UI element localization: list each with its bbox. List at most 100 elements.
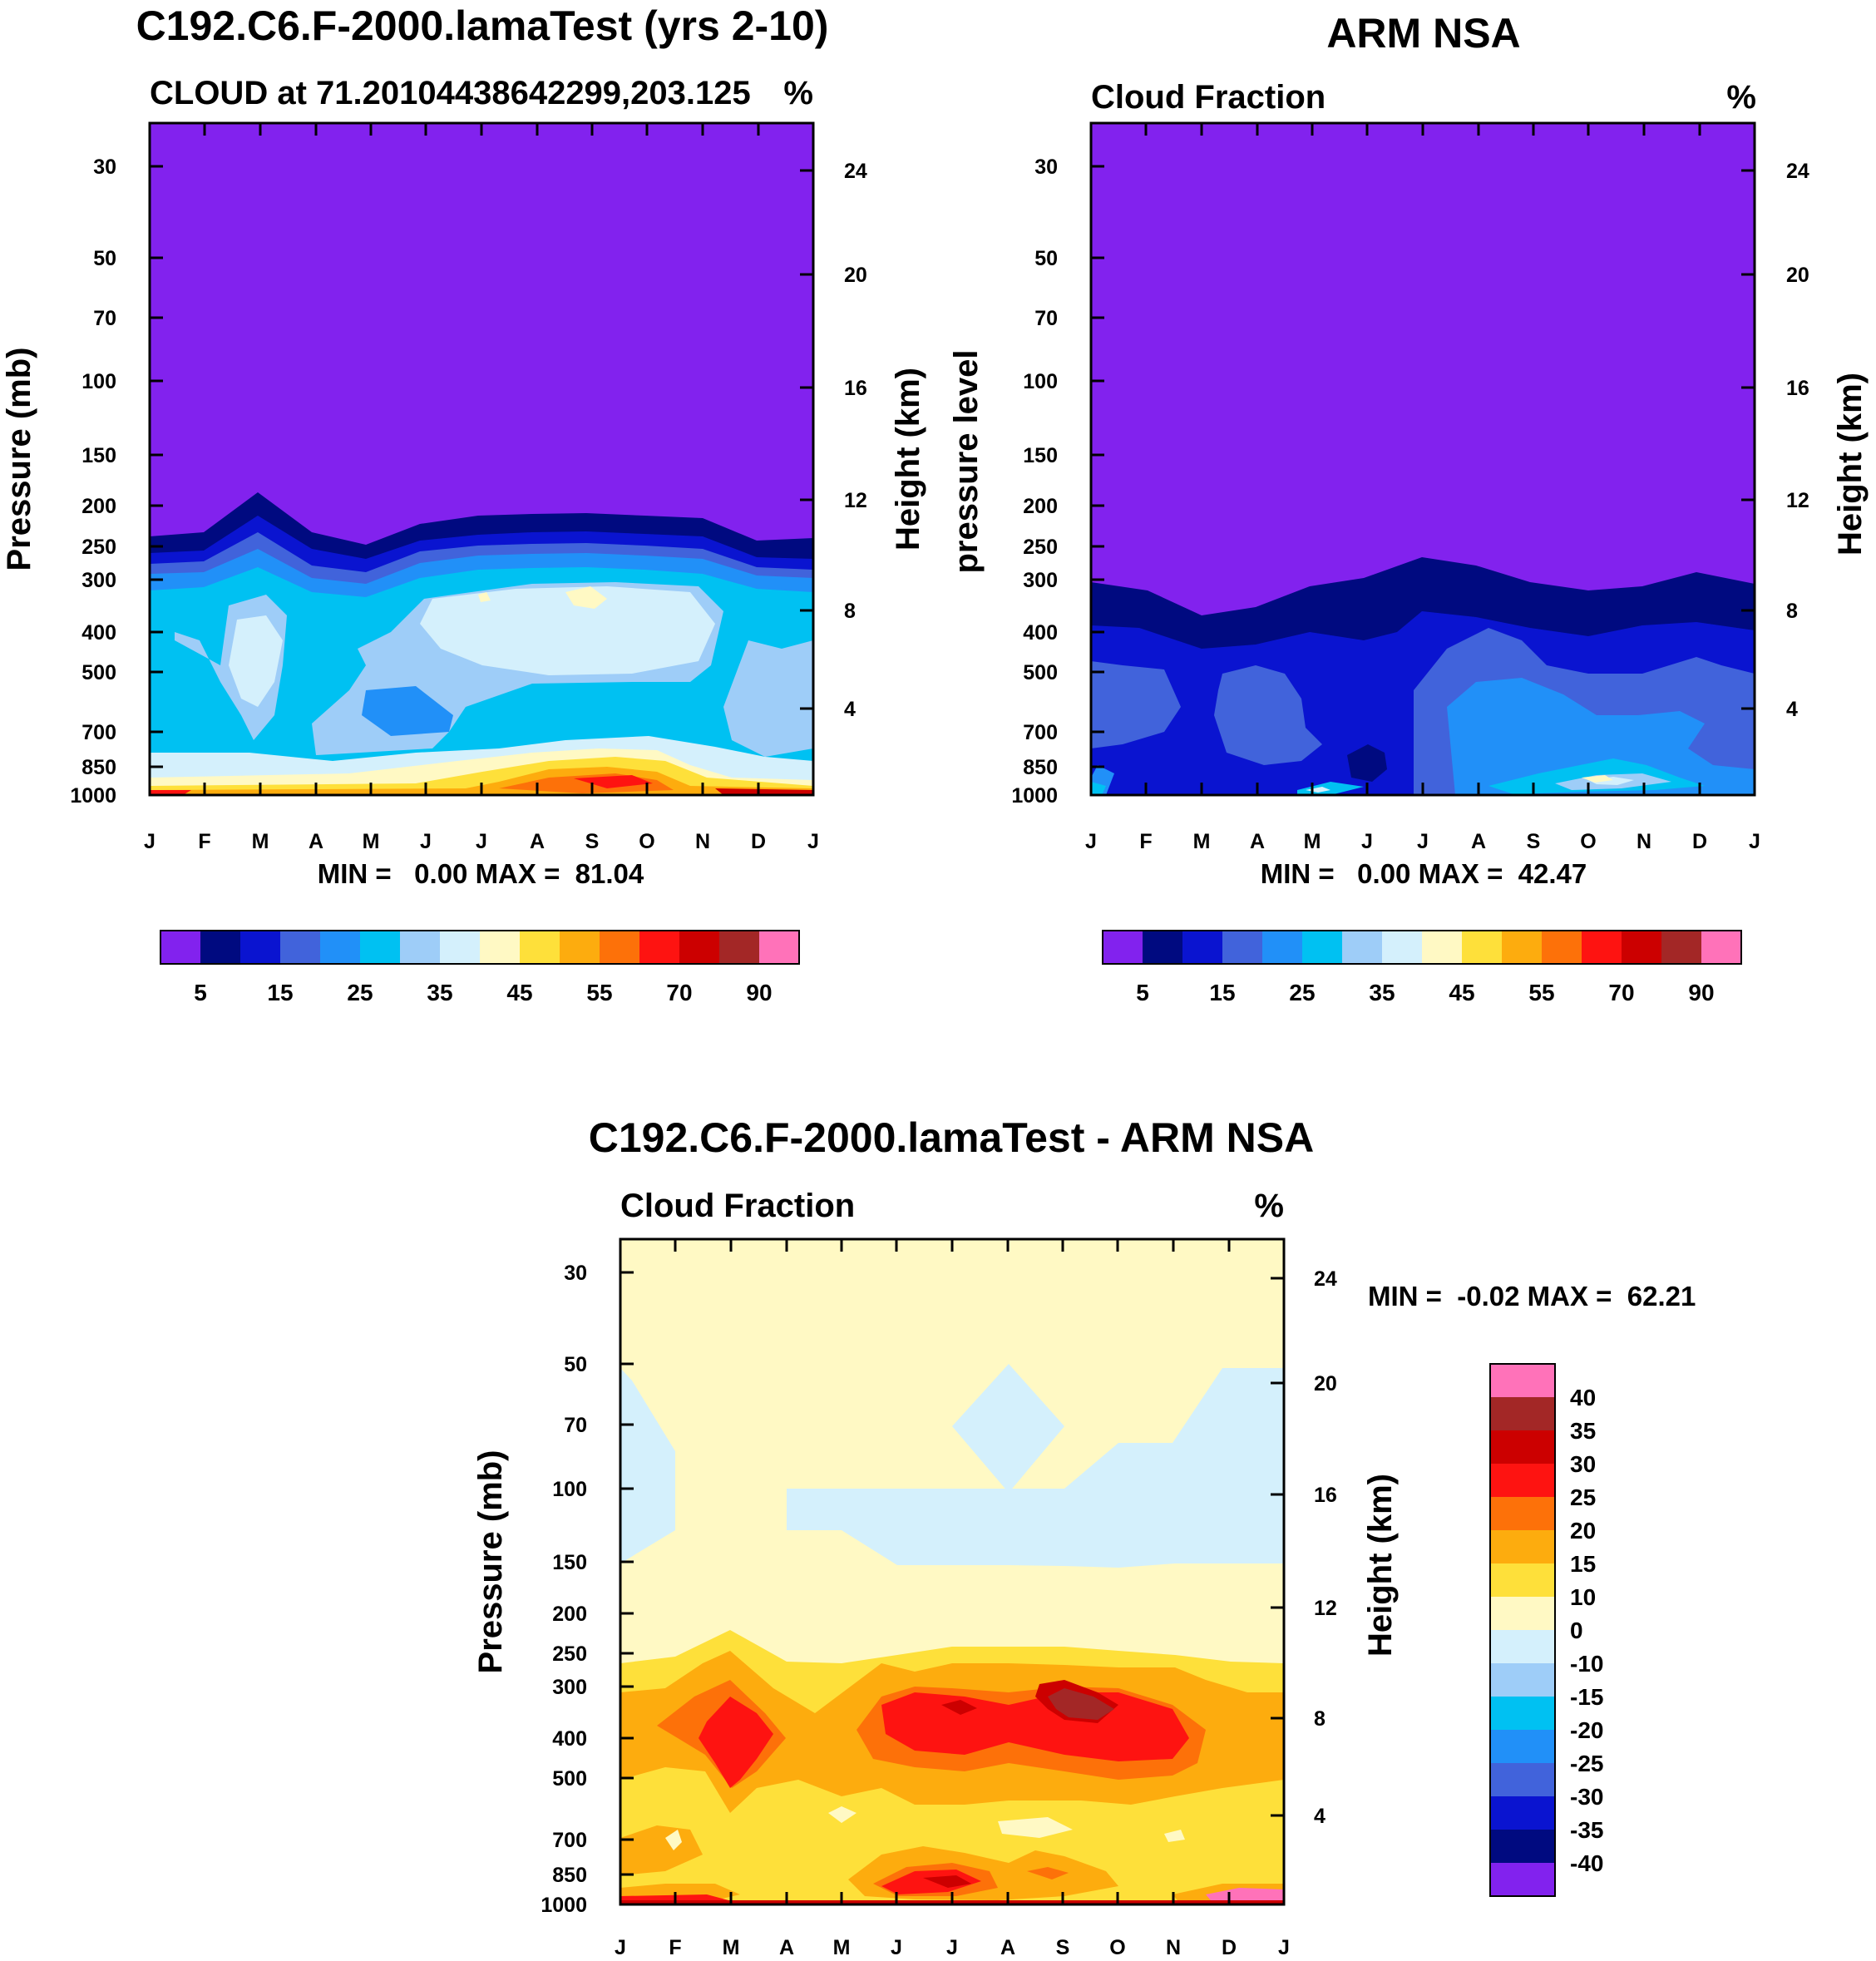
panel3-ptick-500: 500: [552, 1767, 587, 1791]
panel1-colorbar-swatch: [560, 931, 600, 964]
panel1-ptick-700: 700: [81, 721, 116, 744]
panel1-title: C192.C6.F-2000.lamaTest (yrs 2-10): [136, 2, 829, 49]
panel1-month-label: A: [309, 830, 323, 853]
panel3-y2label: Height (km): [1362, 1474, 1399, 1657]
panel2-colorbar-label: 15: [1209, 980, 1235, 1005]
panel2-colorbar-swatch: [1661, 931, 1701, 964]
panel1-htick-12: 12: [844, 489, 867, 512]
panel2-colorbar-swatch: [1182, 931, 1222, 964]
panel2-month-label: J: [1417, 830, 1429, 853]
panel3-ptick-400: 400: [552, 1727, 587, 1751]
panel1-ptick-250: 250: [81, 536, 116, 559]
panel1-colorbar-swatch: [440, 931, 480, 964]
panel2-subtitle: Cloud Fraction: [1091, 79, 1326, 116]
panel2-colorbar-swatch: [1701, 931, 1741, 964]
panel1-htick-20: 20: [844, 264, 867, 287]
panel3-colorbar-swatch: [1490, 1397, 1555, 1430]
panel2-colorbar-label: 70: [1608, 980, 1634, 1005]
panel2-ptick-700: 700: [1023, 721, 1058, 744]
panel1-right-axis: 24 20 16 12 8 4 Height (km): [800, 160, 926, 721]
panel2-colorbar-swatch: [1103, 931, 1143, 964]
panel2-colorbar-label: 45: [1449, 980, 1474, 1005]
panel3-month-label: A: [1000, 1936, 1015, 1959]
panel3-ptick-70: 70: [564, 1414, 587, 1437]
panel1-month-label: A: [530, 830, 545, 853]
panel1-month-label: M: [252, 830, 269, 853]
panel3-colorbar-swatch: [1490, 1763, 1555, 1796]
panel1-htick-24: 24: [844, 160, 867, 183]
panel1-colorbar-swatch: [520, 931, 560, 964]
panel3-htick-8: 8: [1314, 1707, 1326, 1731]
panel2-colorbar-label: 55: [1528, 980, 1554, 1005]
panel2-colorbar-swatch: [1302, 931, 1342, 964]
panel2-ylabel: pressure level: [948, 349, 985, 573]
panel2-title: ARM NSA: [1326, 10, 1520, 57]
panel3-colorbar-label: -40: [1570, 1850, 1603, 1876]
panel3-subtitle: Cloud Fraction: [620, 1188, 855, 1224]
panel3-month-label: F: [669, 1936, 681, 1959]
panel2-htick-20: 20: [1786, 264, 1809, 287]
panel3-ptick-150: 150: [552, 1551, 587, 1574]
panel1-month-axis: J F M A M J J A S O N D J: [144, 123, 819, 853]
panel3-colorbar-swatch: [1490, 1563, 1555, 1597]
panel2-month-label: J: [1085, 830, 1097, 853]
panel3-colorbar-swatch: [1490, 1597, 1555, 1630]
panel2-ptick-400: 400: [1023, 621, 1058, 645]
panel2-htick-4: 4: [1786, 698, 1798, 721]
panel3-month-label: J: [891, 1936, 902, 1959]
panel2-month-label: J: [1749, 830, 1760, 853]
panel3-colorbar-swatch: [1490, 1364, 1555, 1397]
panel2-month-label: M: [1193, 830, 1211, 853]
panel3-colorbar-label: -20: [1570, 1717, 1603, 1743]
panel3-ptick-50: 50: [564, 1353, 587, 1376]
panel1-colorbar-label: 25: [347, 980, 373, 1005]
panel3-colorbar-swatch: [1490, 1830, 1555, 1863]
panel3-colorbar: 40 35 30 25 20 15 10 0 -10 -15 -20 -25 -…: [1489, 1363, 1603, 1897]
panel1-colorbar-swatch: [200, 931, 240, 964]
panel3-month-label: J: [615, 1936, 626, 1959]
panel-difference: C192.C6.F-2000.lamaTest - ARM NSA Cloud …: [472, 1114, 1696, 1959]
panel3-colorbar-label: -30: [1570, 1784, 1603, 1810]
panel3-colorbar-swatch: [1490, 1530, 1555, 1563]
panel3-left-axis: 30 50 70 100 150 200 250 300 400 500 700…: [472, 1262, 634, 1917]
panel1-colorbar-swatch: [480, 931, 520, 964]
panel3-ptick-700: 700: [552, 1829, 587, 1852]
panel1-month-label: J: [476, 830, 487, 853]
panel3-htick-12: 12: [1314, 1597, 1337, 1620]
panel2-ptick-100: 100: [1023, 370, 1058, 393]
panel2-month-label: S: [1527, 830, 1541, 853]
panel2-colorbar-swatch: [1342, 931, 1382, 964]
panel1-colorbar-swatch: [240, 931, 280, 964]
panel1-colorbar-swatch: [160, 931, 200, 964]
panel3-colorbar-swatch: [1490, 1464, 1555, 1497]
panel2-month-label: A: [1250, 830, 1265, 853]
panel1-ptick-200: 200: [81, 495, 116, 518]
panel2-colorbar-swatch: [1502, 931, 1542, 964]
panel3-colorbar-label: 25: [1570, 1484, 1596, 1510]
panel1-colorbar-swatch: [400, 931, 440, 964]
panel1-subtitle: CLOUD at 71.20104438642299,203.125: [150, 75, 751, 111]
panel3-colorbar-label: 10: [1570, 1584, 1596, 1610]
panel1-month-label: N: [695, 830, 710, 853]
panel3-colorbar-swatch: [1490, 1796, 1555, 1830]
panel3-ptick-30: 30: [564, 1262, 587, 1285]
panel3-ptick-850: 850: [552, 1864, 587, 1887]
panel3-colorbar-label: -25: [1570, 1751, 1603, 1776]
panel3-colorbar-swatch: [1490, 1663, 1555, 1697]
panel1-month-label: O: [639, 830, 654, 853]
panel2-ptick-1000: 1000: [1011, 784, 1058, 808]
panel2-ptick-500: 500: [1023, 661, 1058, 684]
panel1-colorbar-swatch: [639, 931, 679, 964]
panel3-ptick-100: 100: [552, 1478, 587, 1501]
panel1-colorbar-swatch: [679, 931, 719, 964]
panel2-month-label: A: [1471, 830, 1486, 853]
panel1-ptick-50: 50: [93, 247, 116, 270]
panel1-colorbar-swatch: [320, 931, 360, 964]
panel3-month-label: D: [1222, 1936, 1237, 1959]
panel3-month-label: J: [1278, 1936, 1290, 1959]
panel3-colorbar-swatch: [1490, 1863, 1555, 1896]
panel1-month-label: D: [751, 830, 766, 853]
panel1-colorbar-swatch: [600, 931, 639, 964]
panel3-colorbar-label: 0: [1570, 1618, 1583, 1643]
panel1-colorbar-label: 15: [267, 980, 293, 1005]
